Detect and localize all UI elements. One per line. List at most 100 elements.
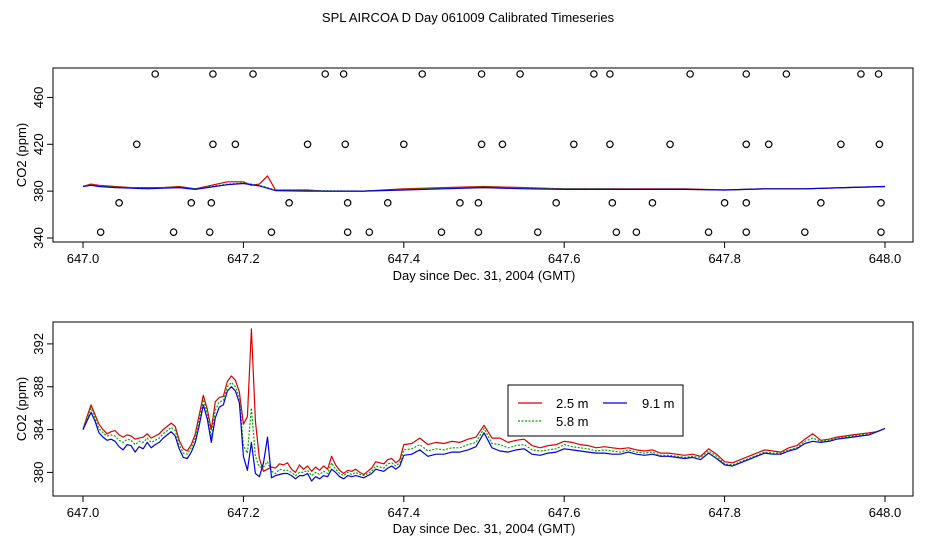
legend: 2.5 m 5.8 m 9.1 m <box>507 384 684 437</box>
scatter-point <box>249 70 257 78</box>
x-tick-label: 647.6 <box>548 505 581 520</box>
scatter-point <box>875 140 884 149</box>
top-panel: 647.0 647.2 647.4 647.6 647.8 648.0 340 380 420… <box>14 67 914 283</box>
top-scatter-points <box>96 70 885 236</box>
y-tick-label: 384 <box>31 419 46 441</box>
scatter-point <box>590 70 598 78</box>
y-tick-label: 460 <box>31 87 46 109</box>
top-y-axis: 340 380 420 460 <box>31 87 54 249</box>
bottom-series-5-8-m <box>82 381 886 477</box>
legend-label-5-8m: 5.8 m <box>556 414 589 429</box>
scatter-point <box>321 70 330 78</box>
top-plot-frame <box>52 67 914 243</box>
bottom-panel: 647.0 647.2 647.4 647.6 647.8 648.0 380 384 388… <box>14 321 914 536</box>
y-tick-label: 380 <box>31 462 46 484</box>
scatter-point <box>742 228 751 236</box>
bottom-x-axis: 647.0 647.2 647.4 647.6 647.8 648.0 <box>67 495 902 520</box>
x-tick-label: 647.4 <box>388 251 421 266</box>
scatter-point <box>477 140 486 149</box>
y-tick-label: 420 <box>31 133 46 155</box>
x-tick-label: 647.2 <box>227 505 260 520</box>
scatter-point <box>498 140 507 149</box>
chart-title: SPL AIRCOA D Day 061009 Calibrated Times… <box>322 10 615 25</box>
scatter-point <box>800 228 809 236</box>
scatter-point <box>365 228 374 236</box>
bottom-series-2-5-m <box>82 328 886 476</box>
top-series-lines <box>82 175 886 192</box>
scatter-point <box>608 199 617 207</box>
scatter-point <box>516 70 524 78</box>
scatter-point <box>877 228 885 236</box>
scatter-point <box>474 228 483 236</box>
scatter-point <box>686 70 694 78</box>
scatter-point <box>877 199 885 207</box>
scatter-point <box>132 140 141 149</box>
scatter-point <box>303 140 312 149</box>
x-tick-label: 648.0 <box>869 251 902 266</box>
scatter-point <box>704 228 713 236</box>
scatter-point <box>817 199 825 207</box>
scatter-point <box>96 228 105 236</box>
scatter-point <box>151 70 159 78</box>
top-series-9-1-m <box>82 182 886 192</box>
y-tick-label: 392 <box>31 333 46 355</box>
bottom-series-lines <box>82 328 886 482</box>
y-tick-label: 388 <box>31 376 46 398</box>
scatter-point <box>533 228 542 236</box>
scatter-point <box>343 228 352 236</box>
scatter-point <box>720 199 729 207</box>
legend-box <box>507 384 684 437</box>
x-tick-label: 648.0 <box>869 505 902 520</box>
scatter-point <box>874 70 883 78</box>
x-tick-label: 647.8 <box>708 505 741 520</box>
scatter-point <box>115 199 123 207</box>
scatter-point <box>606 70 614 78</box>
y-tick-label: 340 <box>31 227 46 249</box>
scatter-point <box>399 140 408 149</box>
bottom-series-9-1-m <box>82 386 886 482</box>
legend-label-2-5m: 2.5 m <box>556 396 589 411</box>
scatter-point <box>648 199 657 207</box>
scatter-point <box>169 228 178 236</box>
x-tick-label: 647.6 <box>548 251 581 266</box>
scatter-point <box>209 70 217 78</box>
scatter-point <box>267 228 276 236</box>
y-tick-label: 380 <box>31 180 46 202</box>
top-x-axis-label: Day since Dec. 31, 2004 (GMT) <box>393 268 576 283</box>
scatter-point <box>343 199 352 207</box>
bottom-y-axis-label: CO2 (ppm) <box>14 377 29 441</box>
scatter-point <box>383 199 392 207</box>
scatter-point <box>456 199 464 207</box>
bottom-x-axis-label: Day since Dec. 31, 2004 (GMT) <box>393 521 576 536</box>
scatter-point <box>437 228 446 236</box>
bottom-y-axis: 380 384 388 392 <box>31 333 54 484</box>
scatter-point <box>782 70 791 78</box>
scatter-point <box>570 140 578 149</box>
scatter-point <box>474 199 483 207</box>
scatter-point <box>742 199 751 207</box>
scatter-point <box>764 140 773 149</box>
x-tick-label: 647.8 <box>708 251 741 266</box>
top-y-axis-label: CO2 (ppm) <box>14 123 29 187</box>
scatter-point <box>742 70 751 78</box>
scatter-point <box>209 140 217 149</box>
bottom-plot-frame <box>52 321 914 497</box>
scatter-point <box>606 140 614 149</box>
scatter-point <box>231 140 240 149</box>
scatter-point <box>666 140 674 149</box>
scatter-point <box>632 228 641 236</box>
scatter-point <box>742 140 751 149</box>
scatter-point <box>285 199 293 207</box>
scatter-point <box>857 70 865 78</box>
scatter-point <box>418 70 427 78</box>
legend-label-9-1m: 9.1 m <box>642 396 675 411</box>
scatter-point <box>341 140 350 149</box>
scatter-point <box>205 228 214 236</box>
scatter-point <box>837 140 845 149</box>
scatter-point <box>207 199 216 207</box>
scatter-point <box>187 199 196 207</box>
x-tick-label: 647.4 <box>388 505 421 520</box>
x-tick-label: 647.0 <box>67 251 100 266</box>
x-tick-label: 647.0 <box>67 505 100 520</box>
